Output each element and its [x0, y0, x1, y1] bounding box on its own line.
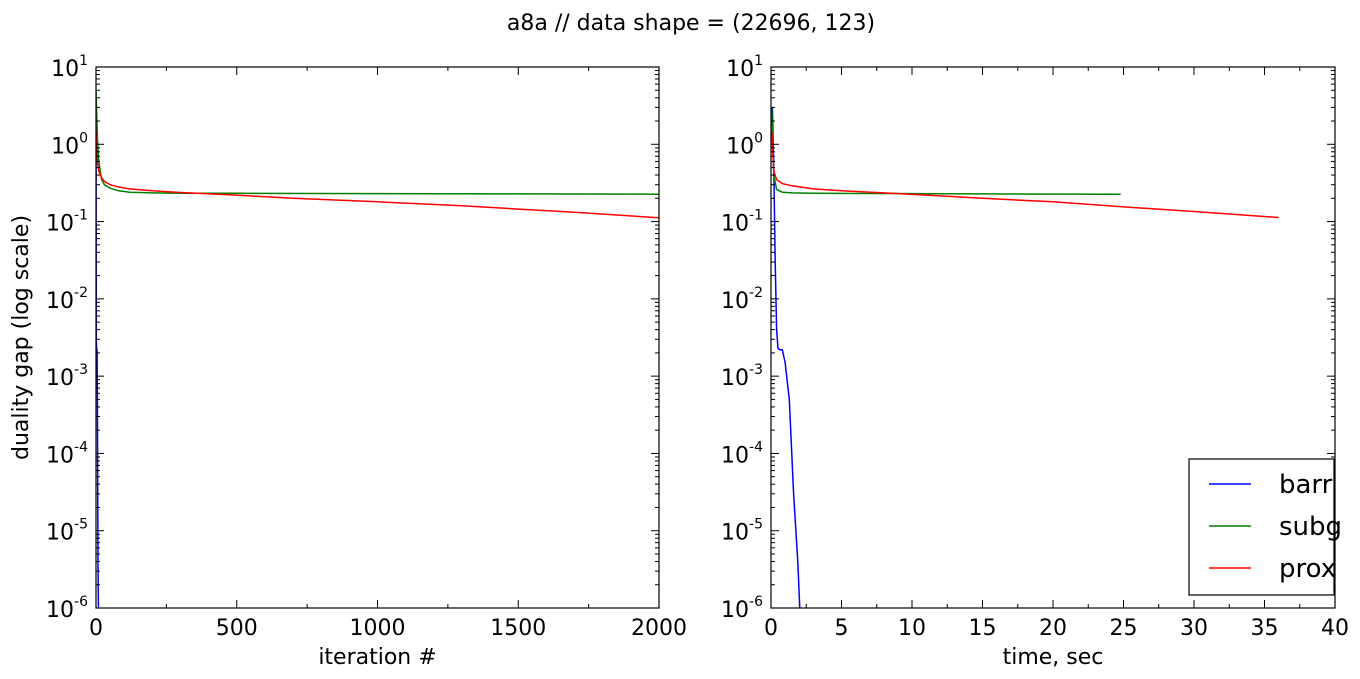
y-tick-label: 10-2 — [721, 285, 763, 314]
x-tick-label: 2000 — [631, 616, 687, 641]
y-tick-label: 10-3 — [721, 362, 763, 391]
x-tick-label: 35 — [1251, 616, 1279, 641]
legend-box — [1188, 458, 1335, 596]
x-tick-label: 0 — [764, 616, 778, 641]
x-tick-label: 40 — [1321, 616, 1349, 641]
y-tick-label: 10-1 — [721, 208, 763, 237]
y-tick-label: 100 — [726, 130, 763, 159]
x-tick-label: 20 — [1039, 616, 1067, 641]
y-tick-label: 10-5 — [721, 517, 763, 546]
series-lines — [96, 90, 659, 608]
series-line-subg — [771, 107, 1121, 195]
y-tick-label: 10-4 — [721, 439, 763, 468]
x-tick-label: 0 — [89, 616, 103, 641]
x-tick-label: 25 — [1110, 616, 1138, 641]
x-tick-label: 15 — [969, 616, 997, 641]
y-axis-label: duality gap (log scale) — [9, 215, 34, 460]
series-line-barr — [771, 107, 801, 608]
chart-time: 0 5 10 15 20 25 30 35 40 10-6 10-5 10-4 10-3 10-2 10-1… — [721, 53, 1349, 670]
y-tick-label: 10-6 — [46, 594, 88, 623]
x-axis-label: time, sec — [1003, 645, 1104, 670]
y-tick-label: 10-1 — [46, 208, 88, 237]
y-tick-label: 101 — [51, 53, 88, 82]
x-tick-label: 1500 — [490, 616, 546, 641]
y-tick-label: 101 — [726, 53, 763, 82]
y-tick-label: 10-3 — [46, 362, 88, 391]
x-tick-label: 500 — [216, 616, 258, 641]
series-line-prox — [96, 130, 659, 219]
series-line-prox — [771, 130, 1279, 219]
y-tick-label: 10-4 — [46, 439, 88, 468]
figure-title: a8a // data shape = (22696, 123) — [507, 11, 875, 36]
x-tick-label: 30 — [1180, 616, 1208, 641]
y-tick-label: 10-6 — [721, 594, 763, 623]
plot-frame — [770, 66, 1336, 609]
series-line-subg — [96, 90, 659, 195]
legend: barr subg prox — [1188, 458, 1342, 596]
x-tick-label: 5 — [835, 616, 849, 641]
x-tick-label: 10 — [898, 616, 926, 641]
y-tick-label: 100 — [51, 130, 88, 159]
legend-label-prox: prox — [1279, 554, 1336, 584]
legend-label-subg: subg — [1279, 512, 1342, 542]
x-tick-label: 1000 — [350, 616, 406, 641]
legend-label-barr: barr — [1279, 470, 1333, 500]
y-tick-label: 10-5 — [46, 517, 88, 546]
x-axis-label: iteration # — [318, 645, 436, 670]
chart-iterations: 0 500 1000 1500 2000 10-6 10-5 10-4 10-3 10-2 10-1… — [9, 53, 687, 670]
y-tick-label: 10-2 — [46, 285, 88, 314]
plot-frame — [95, 66, 660, 609]
series-lines — [771, 107, 1279, 608]
